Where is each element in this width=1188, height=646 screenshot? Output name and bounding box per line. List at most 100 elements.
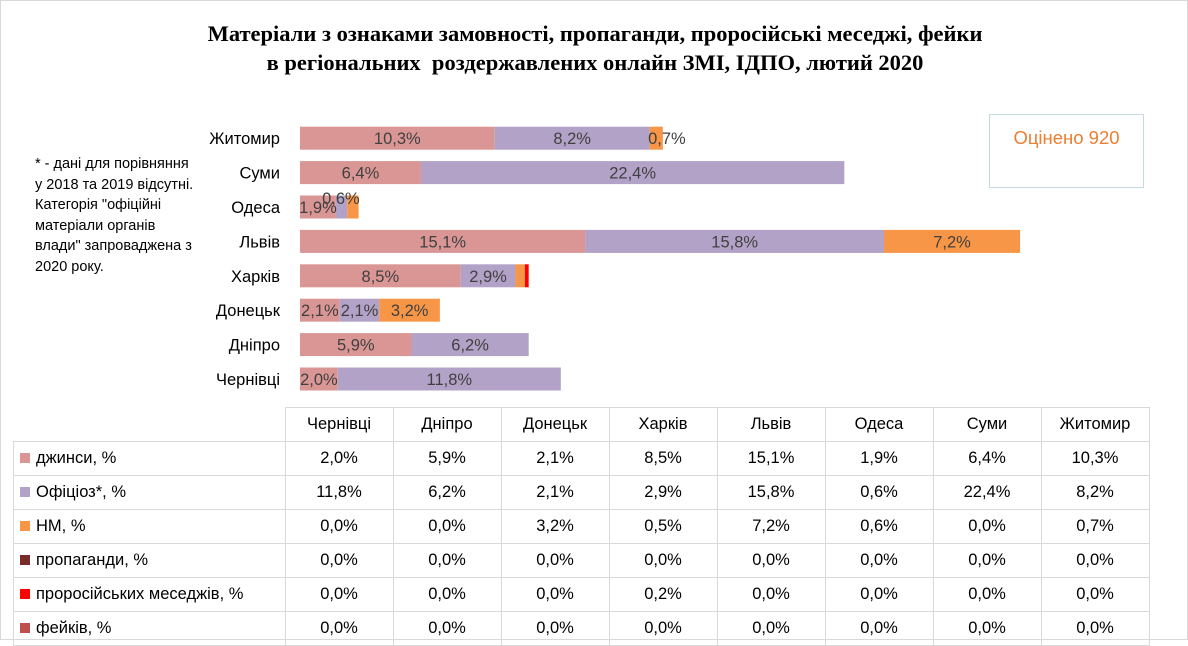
data-label: 0,6% [322,190,360,208]
category-label: Харків [231,268,280,286]
data-label: 2,0% [300,371,338,389]
table-cell: 0,0% [824,543,934,578]
series-name: Офіціоз*, % [36,483,127,501]
table-cell: 0,5% [608,509,718,544]
table-cell: 0,6% [824,475,934,510]
table-cell: 0,0% [284,543,394,578]
table-cell: 8,5% [608,441,718,476]
table-cell: 11,8% [284,475,394,510]
bar-segment [335,195,348,219]
column-header: Харків [608,407,718,442]
legend-key [20,521,30,531]
table-row: проросійських меседжів, % 0,0% 0,0% 0,0% 0,2… [13,577,1150,612]
table-cell: 0,0% [392,611,502,646]
data-table: Чернівці Дніпро Донецьк Харків Львів Одеса Сум… [13,407,1150,646]
table-cell: 0,2% [608,577,718,612]
bar-segment [379,298,440,322]
series-name: джинси, % [36,449,117,467]
series-label: проросійських меседжів, % [13,577,286,612]
chart-title: Матеріали з ознаками замовності, пропага… [1,19,1188,77]
bar-segment [339,298,380,322]
category-label: Львів [239,233,280,251]
legend-key [20,623,30,633]
data-label: 5,9% [337,337,375,355]
bar-segment [411,333,529,357]
table-cell: 3,2% [500,509,610,544]
series-label: пропаганди, % [13,543,286,578]
bar-segment [300,126,495,150]
table-cell: 0,0% [500,543,610,578]
table-cell: 0,0% [608,543,718,578]
bar-segment [300,195,336,219]
data-label: 8,2% [553,130,591,148]
table-cell: 0,0% [932,611,1042,646]
table-corner [13,407,286,442]
table-cell: 0,7% [1040,509,1150,544]
series-label: джинси, % [13,441,286,476]
data-label: 10,3% [374,130,421,148]
series-label: Офіціоз*, % [13,475,286,510]
data-label: 7,2% [933,233,971,251]
table-cell: 7,2% [716,509,826,544]
table-cell: 2,9% [608,475,718,510]
bar-segment [649,126,663,150]
category-label: Чернівці [216,371,280,389]
table-cell: 6,2% [392,475,502,510]
table-row: джинси, % 2,0% 5,9% 2,1% 8,5% 15,1% 1,9% 6,4% 10… [13,441,1150,476]
table-cell: 0,0% [392,509,502,544]
table-cell: 0,0% [932,543,1042,578]
table-cell: 0,0% [824,577,934,612]
table-row: НМ, % 0,0% 0,0% 3,2% 0,5% 7,2% 0,6% 0,0% 0,7% [13,509,1150,544]
table-cell: 0,0% [392,543,502,578]
estimate-box: Оцінено 920 [989,114,1144,188]
data-label: 2,9% [469,268,507,286]
table-row: Офіціоз*, % 11,8% 6,2% 2,1% 2,9% 15,8% 0,6% 22,… [13,475,1150,510]
data-label: 0,7% [648,130,686,148]
table-cell: 8,2% [1040,475,1150,510]
data-label: 3,2% [391,302,429,320]
table-cell: 2,1% [500,441,610,476]
column-header: Житомир [1040,407,1150,442]
category-label: Дніпро [229,337,280,355]
bar-chart-plot: Чернівці 2,0% 11,8% Дніпро 5,9% 6,2% Донецьк 2,… [209,126,1021,391]
table-cell: 0,0% [932,577,1042,612]
table-cell: 0,0% [1040,611,1150,646]
category-label: Житомир [209,130,280,148]
bar-segment [337,367,561,391]
table-cell: 0,0% [392,577,502,612]
category-label: Одеса [231,199,281,217]
table-cell: 0,0% [932,509,1042,544]
data-label: 15,1% [419,233,466,251]
bar-segment [420,161,845,185]
bar-segment [300,229,586,253]
legend-key [20,487,30,497]
series-name: пропаганди, % [36,551,149,569]
footnote: * - дані для порівняння у 2018 та 2019 в… [35,156,194,275]
table-row: пропаганди, % 0,0% 0,0% 0,0% 0,0% 0,0% 0,0% 0,0… [13,543,1150,578]
data-label: 2,1% [341,302,379,320]
column-header: Львів [716,407,826,442]
legend-key [20,453,30,463]
bar-segment [300,298,340,322]
table-cell: 2,1% [500,475,610,510]
estimate-text: Оцінено 920 [1013,127,1120,148]
series-name: проросійських меседжів, % [36,585,244,603]
bar-segment [300,367,338,391]
category-label: Донецьк [216,302,281,320]
legend-key [20,555,30,565]
column-header: Чернівці [284,407,394,442]
data-label: 1,9% [299,199,337,217]
column-header: Дніпро [392,407,502,442]
chart-title-line-1: Матеріали з ознаками замовності, пропага… [207,21,983,46]
table-cell: 0,0% [1040,543,1150,578]
column-header: Донецьк [500,407,610,442]
data-table-header: Чернівці Дніпро Донецьк Харків Львів Одеса Сум… [13,407,1150,442]
bar-segment [300,333,412,357]
table-cell: 15,8% [716,475,826,510]
series-name: НМ, % [36,517,86,535]
column-header: Одеса [824,407,934,442]
table-cell: 2,0% [284,441,394,476]
series-label: НМ, % [13,509,286,544]
table-cell: 10,3% [1040,441,1150,476]
series-label: фейків, % [13,611,286,646]
